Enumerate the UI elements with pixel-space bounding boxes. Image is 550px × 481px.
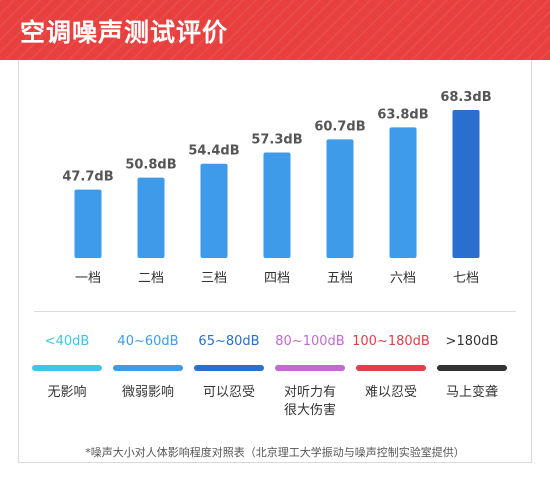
legend-effect-3: 可以忍受 (202, 385, 255, 400)
page-title: 空调噪声测试评价 (20, 18, 229, 47)
bar-3 (200, 163, 228, 258)
legend-range-6: >180dB (445, 334, 499, 349)
bar-value-label-1: 47.7dB (62, 170, 113, 185)
bar-7 (452, 110, 480, 258)
legend-range-1: <40dB (44, 334, 90, 349)
legend-color-bar-6 (437, 365, 507, 371)
legend-range-2: 40~60dB (117, 334, 179, 349)
section-divider (34, 311, 516, 312)
category-label-3: 三档 (201, 271, 227, 286)
bar-4 (263, 152, 291, 258)
content-frame (18, 60, 532, 463)
legend-color-bar-2 (113, 365, 183, 371)
legend-range-3: 65~80dB (198, 334, 260, 349)
legend-effect-4: 对听力有 很大伤害 (283, 385, 336, 418)
legend-range-4: 80~100dB (275, 334, 345, 349)
bar-value-label-5: 60.7dB (314, 119, 365, 134)
category-label-1: 一档 (75, 271, 101, 286)
legend-color-bar-3 (194, 365, 264, 371)
bar-value-label-7: 68.3dB (440, 90, 491, 105)
legend-effect-2: 微弱影响 (121, 385, 174, 400)
noise-bar-chart: 47.7dB 一档 50.8dB 二档 54.4dB 三档 57.3dB 四档 60.7dB 五档… (62, 90, 491, 286)
bar-value-label-3: 54.4dB (188, 144, 239, 159)
header-banner: 空调噪声测试评价 (0, 0, 550, 60)
bar-2 (137, 177, 165, 258)
category-label-4: 四档 (264, 271, 290, 286)
bar-6 (389, 127, 417, 258)
category-label-2: 二档 (138, 271, 164, 286)
bar-value-label-2: 50.8dB (125, 158, 176, 173)
legend-range-5: 100~180dB (352, 334, 430, 349)
legend-color-bar-5 (356, 365, 426, 371)
bar-1 (74, 189, 102, 258)
bar-value-label-6: 63.8dB (377, 107, 428, 122)
legend-effect-1: 无影响 (47, 385, 87, 400)
category-label-6: 六档 (390, 271, 416, 286)
category-label-5: 五档 (327, 271, 353, 286)
legend-effect-5: 难以忍受 (364, 385, 417, 400)
footnote: *噪声大小对人体影响程度对照表（北京理工大学振动与噪声控制实验室提供） (85, 446, 465, 459)
bar-5 (326, 139, 354, 258)
bar-value-label-4: 57.3dB (251, 133, 302, 148)
legend-color-bar-1 (32, 365, 102, 371)
legend-effect-6: 马上变聋 (445, 385, 498, 400)
category-label-7: 七档 (453, 271, 479, 286)
legend-color-bar-4 (275, 365, 345, 371)
